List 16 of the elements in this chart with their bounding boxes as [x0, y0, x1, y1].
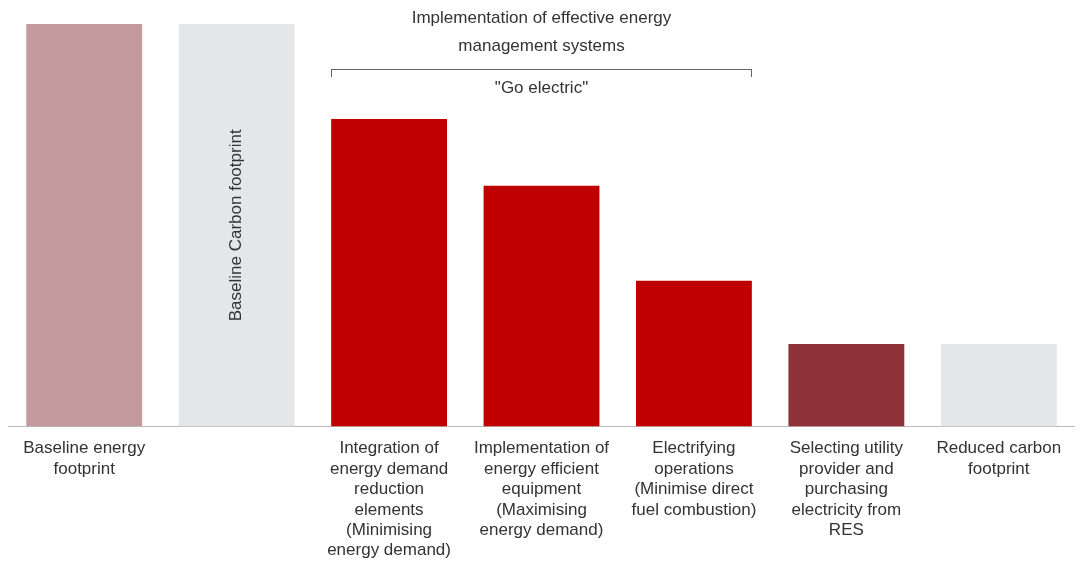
annotation: Implementation of effective energy management systems — [411, 7, 672, 55]
bar — [178, 24, 295, 427]
x-tick-label: Implementation of energy efficient equipment (Maximising energy demand) — [473, 438, 610, 540]
annotation: Baseline Carbon footprint — [226, 129, 246, 322]
bar — [331, 119, 447, 427]
x-tick-label: Baseline energy footprint — [23, 438, 146, 478]
bar — [636, 280, 752, 427]
bar — [483, 185, 600, 427]
bar — [940, 344, 1057, 427]
x-tick-label: Integration of energy demand reduction elements (Minimising energy demand) — [327, 438, 451, 560]
x-tick-label: Reduced carbon footprint — [936, 438, 1062, 478]
bar — [26, 24, 143, 427]
annotation: "Go electric" — [494, 77, 589, 97]
bar — [788, 344, 905, 427]
x-tick-label: Electrifying operations (Minimise direct fuel combustion) — [631, 438, 757, 519]
x-tick-label: Selecting utility provider and purchasing electricity from RES — [789, 438, 904, 540]
